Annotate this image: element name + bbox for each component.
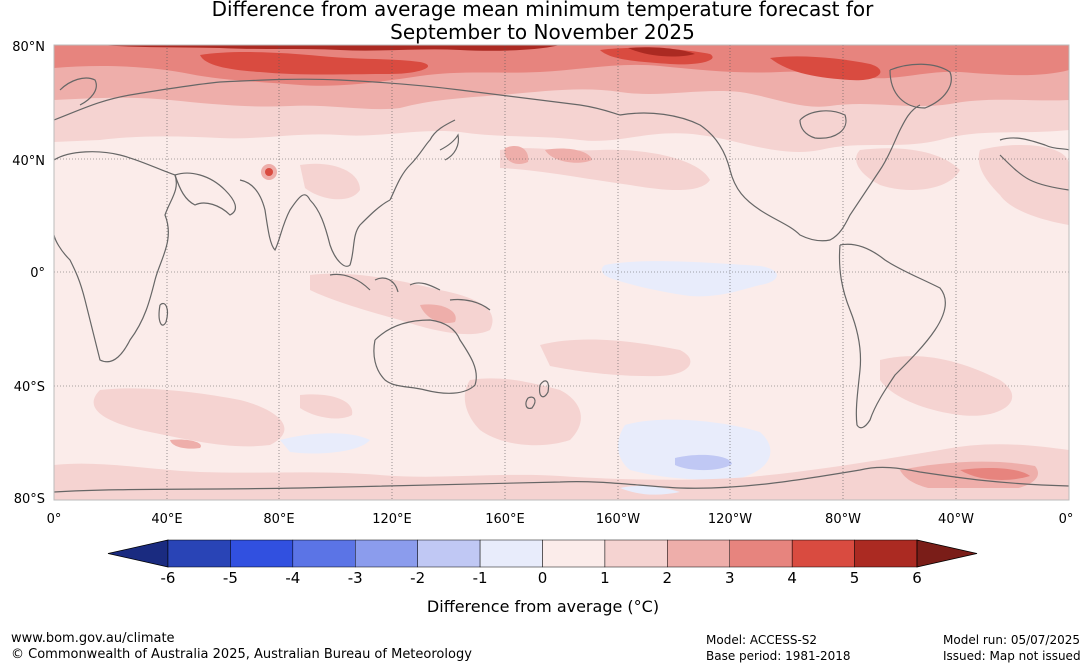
colorbar-tick-label: 3 [725, 569, 735, 587]
footer-issued: Issued: Map not issued [943, 649, 1081, 663]
anomaly-contours [54, 45, 1069, 500]
colorbar-tick-label: -1 [473, 569, 488, 587]
colorbar-tick-label: -4 [285, 569, 300, 587]
lon-label-120w: 120°W [708, 512, 752, 527]
lon-label-160w: 160°W [596, 512, 640, 527]
colorbar [107, 539, 978, 568]
contour-1-2-south-atlantic [880, 356, 1013, 416]
colorbar-swatch [604, 539, 668, 568]
contour-1-2-patch-s [300, 394, 353, 419]
colorbar-swatch [292, 539, 356, 568]
colorbar-tick-label: -5 [223, 569, 238, 587]
colorbar-swatch [355, 539, 418, 568]
lon-label-160e: 160°E [485, 512, 525, 527]
coastlines [54, 63, 1069, 493]
contour-1-2-south-indian [93, 388, 285, 447]
contour-1-2-north-atlantic [856, 148, 960, 190]
colorbar-swatch [791, 539, 855, 568]
footer-copyright: © Commonwealth of Australia 2025, Austra… [11, 647, 472, 662]
colorbar-tick-label: 6 [912, 569, 922, 587]
colorbar-tick-label: 1 [600, 569, 610, 587]
map-title-line-1: Difference from average mean minimum tem… [211, 0, 874, 21]
footer-model-run: Model run: 05/07/2025 [943, 633, 1081, 647]
contour-2-3-pacific-a [504, 145, 529, 165]
contour-4-5-siberia [200, 52, 429, 75]
lon-label-120e: 120°E [372, 512, 412, 527]
contour-3-4-weddell [960, 468, 1030, 480]
contour-1-2-china [300, 163, 360, 200]
lat-label-40n: 40°N [12, 154, 45, 169]
colorbar-extend-low [107, 539, 169, 568]
contour-5-6-arctic [100, 45, 560, 51]
colorbar-label: Difference from average (°C) [427, 597, 659, 616]
colorbar-tick-labels: -6 -5 -4 -3 -2 -1 0 1 2 3 4 5 6 [161, 569, 922, 587]
colorbar-swatch [854, 539, 918, 568]
lat-label-0: 0° [30, 266, 45, 281]
colorbar-tick-label: -2 [410, 569, 425, 587]
contour-antarctic-edge [54, 488, 1069, 500]
lon-label-0-east: 0° [1059, 512, 1074, 527]
lon-label-0-west: 0° [47, 512, 62, 527]
map-title-line-2: September to November 2025 [390, 20, 695, 44]
contour-1-2-north-pacific [500, 148, 710, 190]
colorbar-tick-label: -3 [348, 569, 363, 587]
contour-cool-south-pacific [618, 419, 771, 480]
contour-1-2-tasman [464, 378, 581, 446]
colorbar-tick-label: 5 [850, 569, 860, 587]
contour-2-3-pacific-b [545, 148, 592, 163]
lat-label-80n: 80°N [12, 40, 45, 55]
contour-cool-south-pacific-core [675, 454, 732, 471]
graticule [54, 45, 1069, 500]
contour-cool-antarctic [620, 485, 680, 495]
lon-label-40w: 40°W [938, 512, 974, 527]
contour-5-6-patch [628, 47, 695, 57]
colorbar-tick-label: -6 [161, 569, 176, 587]
lon-label-80w: 80°W [825, 512, 861, 527]
lon-label-80e: 80°E [263, 512, 294, 527]
contour-4-5-canada [770, 56, 881, 81]
contour-1-2-south-pacific [540, 339, 691, 377]
footer-model: Model: ACCESS-S2 [706, 633, 818, 647]
contour-1-2-europe [978, 145, 1069, 225]
hotspot-inner [265, 168, 273, 176]
lon-label-40e: 40°E [151, 512, 182, 527]
colorbar-swatch [479, 539, 543, 568]
colorbar-tick-label: 4 [787, 569, 797, 587]
colorbar-tick-label: 0 [538, 569, 548, 587]
contour-cool-equatorial-pacific [601, 261, 777, 297]
lat-label-40s: 40°S [14, 380, 45, 395]
contour-1-2-southern-ocean [54, 444, 1069, 500]
footer-url: www.bom.gov.au/climate [11, 631, 175, 646]
colorbar-tick-label: 2 [663, 569, 673, 587]
colorbar-swatch [729, 539, 793, 568]
colorbar-swatch [230, 539, 294, 568]
contour-2-3-maritime [420, 304, 456, 324]
lat-label-80s: 80°S [14, 492, 45, 507]
colorbar-swatch [167, 539, 231, 568]
footer-base-period: Base period: 1981-2018 [706, 649, 851, 663]
colorbar-swatch [542, 539, 606, 568]
contour-2-3-patch-s [170, 439, 201, 449]
colorbar-swatch [417, 539, 481, 568]
colorbar-extend-high [916, 539, 978, 568]
colorbar-swatch [667, 539, 730, 568]
contour-cool-south-indian [280, 433, 370, 454]
map-frame [53, 44, 1070, 501]
